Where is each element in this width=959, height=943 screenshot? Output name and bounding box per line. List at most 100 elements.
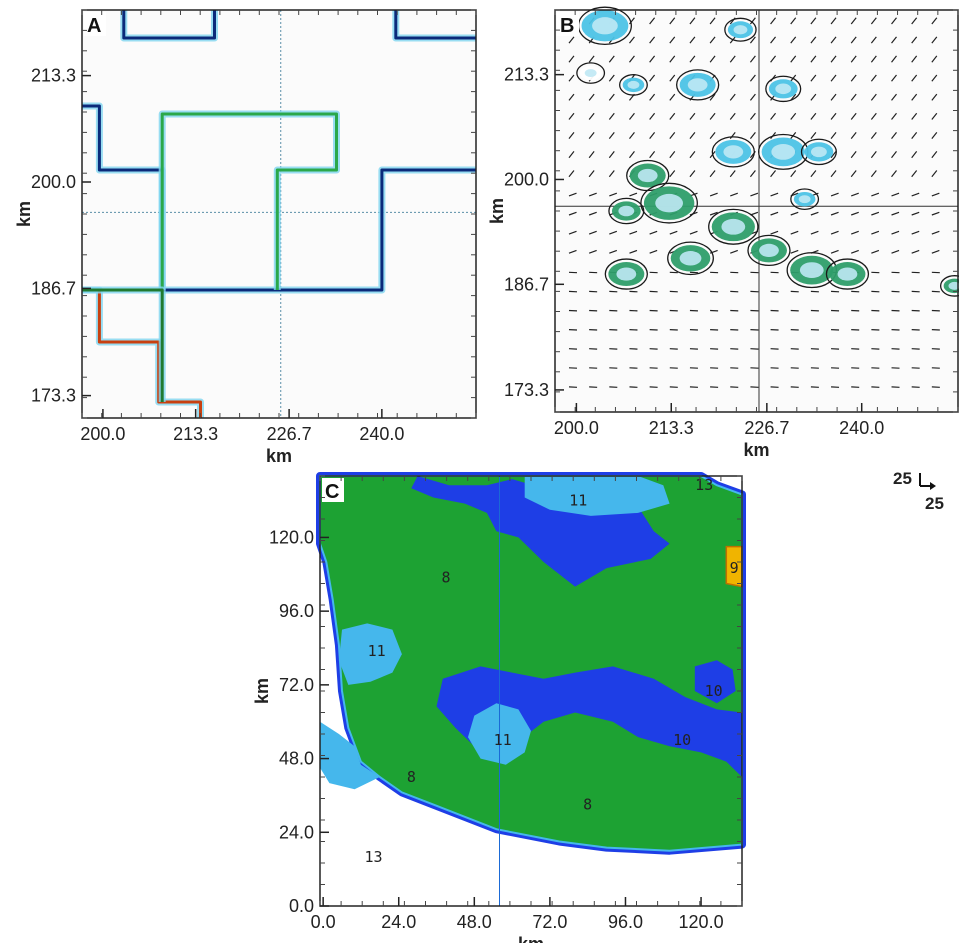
wind-vector — [568, 93, 575, 101]
wind-vector — [649, 36, 656, 44]
region-10 — [694, 660, 736, 704]
wind-vector — [588, 112, 595, 120]
y-tick-label: 186.7 — [31, 278, 76, 298]
wind-vector — [729, 112, 736, 120]
wind-vector — [891, 230, 900, 235]
wind-vector — [931, 211, 940, 216]
wind-vector — [649, 74, 656, 82]
panel-b: B 200.0 213.3 226.7 240.0 213.3 200.0 186.7 173.… — [487, 6, 959, 460]
wind-vector — [608, 55, 615, 63]
wind-vector — [629, 230, 638, 235]
wind-vector — [931, 230, 940, 235]
wind-vector — [870, 170, 877, 178]
wind-vector — [709, 170, 716, 178]
wind-vector — [588, 55, 595, 63]
wind-vector — [911, 74, 918, 82]
contour-line — [160, 112, 338, 290]
wind-vector — [749, 17, 756, 25]
wind-vector — [871, 192, 880, 197]
panel-letter: B — [560, 15, 574, 37]
y-tick-label: 120.0 — [269, 527, 314, 547]
storm-cell-core — [721, 218, 746, 235]
wind-vector — [931, 151, 938, 159]
wind-vector — [790, 211, 799, 216]
wind-vector — [770, 112, 777, 120]
wind-vector — [709, 131, 716, 139]
wind-vector — [750, 192, 759, 197]
y-tick-label: 72.0 — [279, 675, 314, 695]
wind-vector — [891, 170, 897, 178]
storm-cell-outline — [667, 241, 714, 276]
storm-cell-outline — [800, 138, 837, 166]
wind-vector — [850, 151, 857, 159]
region-label: 13 — [695, 476, 713, 494]
wind-vector — [911, 192, 920, 197]
wind-vector — [629, 192, 638, 197]
wind-vector — [609, 192, 618, 197]
storm-cell-outline — [711, 136, 755, 168]
storm-cell-outline — [619, 74, 648, 96]
wind-vector — [870, 55, 877, 63]
region-label: 11 — [494, 731, 512, 749]
wind-vector — [608, 112, 615, 120]
wind-vector — [649, 55, 656, 63]
wind-vector — [830, 36, 837, 44]
wind-vector — [568, 74, 575, 82]
wind-vector — [790, 112, 797, 120]
y-tick-label: 48.0 — [279, 749, 314, 769]
vector-scale-label-top: 25 — [893, 469, 912, 489]
x-tick-label: 240.0 — [359, 424, 404, 444]
wind-vector — [891, 93, 897, 101]
storm-cell-core — [759, 243, 779, 258]
wind-vector — [810, 74, 817, 82]
y-tick-label: 96.0 — [279, 601, 314, 621]
wind-vector — [770, 211, 779, 216]
wind-vector — [850, 74, 857, 82]
wind-vector — [891, 112, 897, 120]
contour-line — [82, 288, 164, 402]
wind-vector — [689, 55, 696, 63]
wind-vector — [790, 36, 797, 44]
wind-vector — [709, 211, 718, 216]
wind-vector — [629, 151, 635, 159]
wind-vector — [830, 211, 839, 216]
wind-vector — [830, 17, 837, 25]
wind-vector — [568, 170, 575, 178]
panel-letter-bg — [557, 12, 579, 36]
wind-vector — [810, 230, 819, 235]
wind-vector — [850, 170, 857, 178]
wind-vector — [891, 131, 897, 139]
wind-vector — [608, 151, 615, 159]
wind-vector — [870, 74, 877, 82]
region-label: 8 — [407, 768, 416, 786]
storm-cell-outline — [576, 62, 606, 84]
storm-cell-core — [637, 168, 658, 183]
wind-vector — [790, 170, 797, 178]
wind-vector — [669, 17, 676, 25]
wind-vector — [931, 112, 938, 120]
wind-vector — [931, 36, 938, 44]
wind-vector — [669, 36, 676, 44]
region-11 — [320, 721, 380, 790]
wind-vector — [891, 211, 900, 216]
x-tick-label: 120.0 — [679, 912, 724, 932]
storm-cell-core — [775, 83, 792, 95]
wind-vector — [851, 192, 859, 197]
storm-cell-outline — [708, 208, 759, 245]
storm-cell-core — [733, 25, 748, 35]
storm-cell-outline — [676, 69, 720, 101]
wind-vector — [810, 36, 817, 44]
wind-vector — [588, 131, 595, 139]
wind-vector — [730, 249, 738, 254]
wind-vector — [891, 151, 897, 159]
wind-vector — [709, 93, 716, 101]
panel-letter-bg — [84, 12, 106, 36]
wind-vector — [709, 192, 718, 197]
y-tick-label: 213.3 — [31, 66, 76, 86]
region-label: 11 — [368, 642, 386, 660]
storm-cell-core — [687, 78, 708, 92]
wind-vector — [588, 249, 597, 254]
wind-vector — [790, 249, 799, 254]
wind-vector — [830, 112, 837, 120]
